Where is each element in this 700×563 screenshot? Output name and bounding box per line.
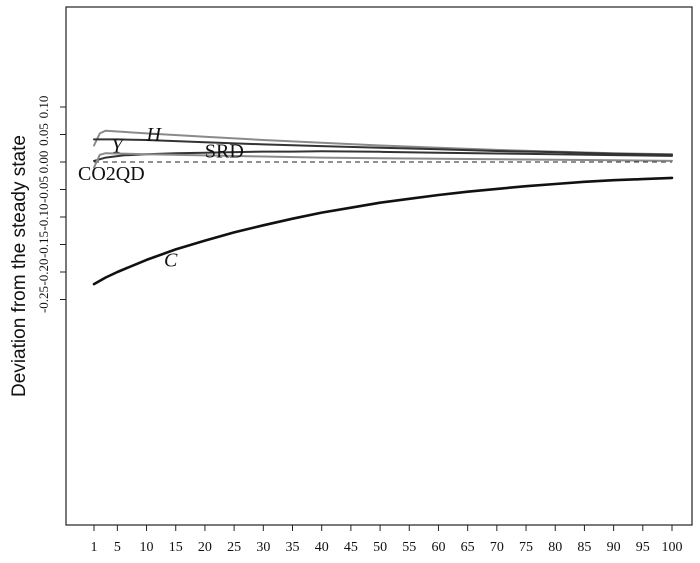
series-label-h: H [146,124,163,146]
y-tick-label: 0.05 [36,123,51,146]
series-line-c [92,176,674,286]
x-tick-label: 25 [227,540,241,555]
series-label-srd: SRD [205,140,244,162]
y-tick-label: 0.00 [36,151,51,174]
x-tick-label: 60 [431,540,445,555]
y-tick-label: -0.15 [36,231,51,258]
x-tick-label: 80 [548,540,562,555]
series-label-y: Y [112,136,125,158]
x-tick-label: 95 [636,540,650,555]
x-tick-label: 85 [577,540,591,555]
x-tick-label: 55 [402,540,416,555]
x-tick-label: 1 [91,540,98,555]
x-tick-label: 70 [490,540,504,555]
series-line-h [93,129,673,156]
x-tick-label: 90 [607,540,621,555]
x-tick-label: 40 [315,540,329,555]
x-tick-label: 30 [256,540,270,555]
x-tick-label: 45 [344,540,358,555]
y-axis: 0.10 0.05 0.00 -0.05-0.10-0.15-0.20-0.25 [36,96,67,313]
series-label-c: C [164,249,178,271]
y-tick-label: -0.10 [36,203,51,230]
x-tick-label: 10 [140,540,154,555]
series-line-y [93,138,673,156]
y-axis-label: Deviation from the steady state [9,135,30,397]
series-labels: HY SRD CO2QD C [78,124,244,271]
y-tick-label: -0.20 [36,258,51,285]
y-tick-label: -0.05 [36,176,51,203]
x-tick-label: 20 [198,540,212,555]
y-tick-label: 0.10 [36,96,51,119]
x-tick-label: 100 [662,540,683,555]
x-axis: 1 5 10 15 20 25 30 35 40 45 50 55 60 65 70 75 80 85 90 95 10… [91,524,683,555]
x-tick-label: 15 [169,540,183,555]
series-lines [92,129,674,286]
x-tick-label: 65 [461,540,475,555]
x-tick-label: 5 [114,540,121,555]
series-label-co2qd: CO2QD [78,163,145,185]
plot-frame [65,6,693,526]
series-line-co2qd [93,152,673,169]
x-tick-label: 75 [519,540,533,555]
x-tick-label: 35 [286,540,300,555]
y-tick-label: -0.25 [36,286,51,313]
x-tick-label: 50 [373,540,387,555]
